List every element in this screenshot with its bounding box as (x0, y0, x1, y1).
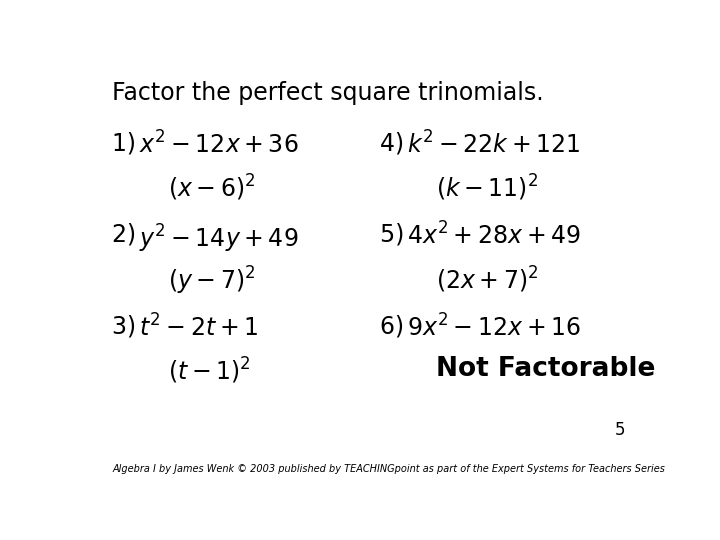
Text: $(x-6)^{2}$: $(x-6)^{2}$ (168, 173, 256, 203)
Text: 3): 3) (112, 314, 144, 338)
Text: $t^{2}-2t+1$: $t^{2}-2t+1$ (139, 314, 258, 341)
Text: 6): 6) (380, 314, 412, 338)
Text: $(y-7)^{2}$: $(y-7)^{2}$ (168, 265, 256, 296)
Text: 5: 5 (615, 421, 626, 439)
Text: $y^{2}-14y+49$: $y^{2}-14y+49$ (139, 223, 299, 255)
Text: $k^{2}-22k+121$: $k^{2}-22k+121$ (407, 131, 580, 159)
Text: 4): 4) (380, 131, 412, 156)
Text: $(t-1)^{2}$: $(t-1)^{2}$ (168, 356, 251, 386)
Text: $x^{2}-12x+36$: $x^{2}-12x+36$ (139, 131, 299, 159)
Text: 1): 1) (112, 131, 144, 156)
Text: $9x^{2}-12x+16$: $9x^{2}-12x+16$ (407, 314, 581, 341)
Text: Algebra I by James Wenk © 2003 published by TEACHINGpoint as part of the Expert : Algebra I by James Wenk © 2003 published… (112, 464, 665, 474)
Text: Factor the perfect square trinomials.: Factor the perfect square trinomials. (112, 82, 544, 105)
Text: 5): 5) (380, 223, 412, 247)
Text: Not Factorable: Not Factorable (436, 356, 655, 382)
Text: $(2x+7)^{2}$: $(2x+7)^{2}$ (436, 265, 539, 295)
Text: 2): 2) (112, 223, 144, 247)
Text: $(k-11)^{2}$: $(k-11)^{2}$ (436, 173, 539, 203)
Text: $4x^{2}+28x+49$: $4x^{2}+28x+49$ (407, 223, 581, 250)
